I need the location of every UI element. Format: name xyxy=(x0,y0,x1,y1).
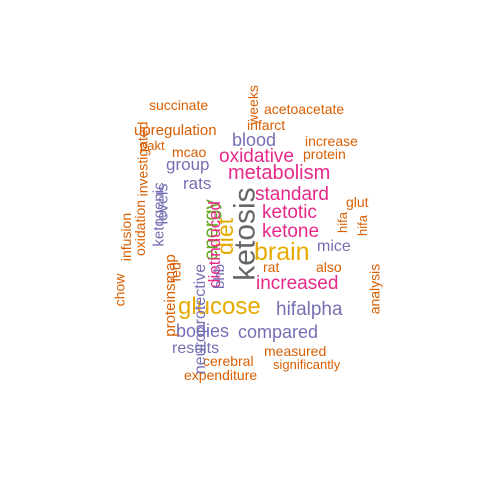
word-ketotic: ketotic xyxy=(262,202,317,223)
word-expenditure: expenditure xyxy=(184,367,258,383)
word-hifa: hifa xyxy=(354,215,370,236)
word-also: also xyxy=(316,259,342,275)
word-standard: standard xyxy=(255,184,329,205)
word-increase: increase xyxy=(305,133,358,149)
word-weeks: weeks xyxy=(244,85,261,125)
word-mcao: mcao xyxy=(172,144,207,160)
word-measured: measured xyxy=(264,343,327,359)
word-results: results xyxy=(172,340,220,357)
word-mct: glut xyxy=(346,194,369,210)
word-rats: rats xyxy=(183,174,212,193)
word-chow: chow xyxy=(111,273,128,307)
word-metabolism: metabolism xyxy=(228,162,331,184)
word-protein: protein xyxy=(303,146,346,162)
word-group: group xyxy=(166,155,210,174)
word-ketogenic: ketogenic xyxy=(150,182,168,247)
word-cerebral: cerebral xyxy=(203,353,254,369)
word-rat: rat xyxy=(263,259,280,275)
word-succinate: succinate xyxy=(149,97,209,113)
word-brain: brain xyxy=(254,238,310,266)
word-infarct: infarct xyxy=(247,117,286,133)
word-acetoacetate: acetoacetate xyxy=(264,101,345,117)
word-glut: hifa xyxy=(334,212,350,233)
word-glucose: glucose xyxy=(178,293,261,320)
word-oxidative: oxidative xyxy=(219,146,294,167)
word-hifalpha: hifalpha xyxy=(276,299,343,320)
word-increased: increased xyxy=(256,273,339,294)
word-blood: blood xyxy=(232,130,277,150)
word-significantly: significantly xyxy=(273,357,341,372)
word-pakt: pakt xyxy=(140,138,165,153)
word-oxidation: oxidation xyxy=(132,199,149,257)
word-infusion: infusion xyxy=(118,212,135,262)
word-analysis: analysis xyxy=(366,263,383,315)
word-ketone: ketone xyxy=(262,221,320,242)
word-investigated: investigated xyxy=(134,121,151,197)
word-bhb: bhb xyxy=(211,263,229,290)
word-neuroprotective: neuroprotective xyxy=(192,263,210,375)
word-fed: fed xyxy=(167,262,184,282)
word-upregulation: upregulation xyxy=(134,122,217,139)
word-bodies: bodies xyxy=(176,321,230,341)
word-mice: mice xyxy=(317,238,351,255)
word-compared: compared xyxy=(238,322,319,342)
